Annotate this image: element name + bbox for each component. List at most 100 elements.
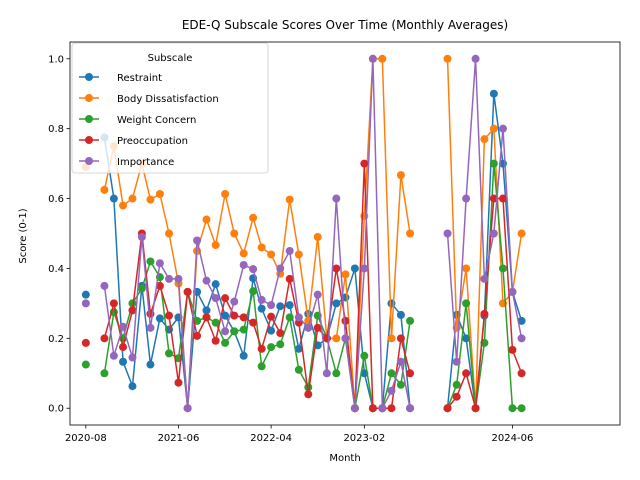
data-point (202, 215, 211, 224)
data-point (396, 171, 405, 180)
data-point (81, 290, 90, 299)
y-tick-label: 0.0 (48, 404, 64, 415)
data-point (239, 260, 248, 269)
data-point (322, 369, 331, 378)
data-point (387, 386, 396, 395)
data-point (155, 314, 164, 323)
series-line (103, 260, 411, 409)
data-point (183, 404, 192, 413)
data-point (396, 310, 405, 319)
data-point (257, 362, 266, 371)
data-point (332, 369, 341, 378)
data-point (221, 311, 230, 320)
data-point (174, 274, 183, 283)
data-point (146, 323, 155, 332)
data-point (517, 229, 526, 238)
data-point (517, 404, 526, 413)
x-tick-label: 2021-06 (158, 433, 200, 444)
data-point (128, 382, 137, 391)
data-point (313, 232, 322, 241)
legend-marker (85, 115, 93, 123)
data-point (313, 323, 322, 332)
data-point (378, 404, 387, 413)
data-point (360, 351, 369, 360)
data-point (276, 264, 285, 273)
legend-marker (85, 73, 93, 81)
x-axis: 2020-08 2021-06 2022-04 2023-02 2024-06 (65, 425, 533, 444)
data-point (165, 274, 174, 283)
x-tick-label: 2024-06 (492, 433, 534, 444)
data-point (396, 334, 405, 343)
data-point (285, 274, 294, 283)
legend-label: Preoccupation (117, 136, 188, 147)
data-point (257, 295, 266, 304)
data-point (498, 124, 507, 133)
data-point (221, 338, 230, 347)
data-point (239, 325, 248, 334)
series-layer (81, 54, 526, 413)
data-point (285, 301, 294, 310)
data-point (350, 264, 359, 273)
data-point (406, 369, 415, 378)
data-point (249, 213, 258, 222)
data-point (480, 274, 489, 283)
data-point (443, 54, 452, 63)
data-point (109, 194, 118, 203)
data-point (230, 297, 239, 306)
data-point (285, 246, 294, 255)
data-point (239, 313, 248, 322)
data-point (341, 334, 350, 343)
data-point (165, 311, 174, 320)
data-point (221, 327, 230, 336)
axes-frame (69, 41, 621, 426)
data-point (368, 404, 377, 413)
data-point (239, 249, 248, 258)
legend-marker (85, 136, 93, 144)
legend-label: Body Dissatisfaction (117, 94, 219, 105)
data-point (221, 190, 230, 199)
data-point (341, 316, 350, 325)
data-point (183, 287, 192, 296)
data-point (128, 353, 137, 362)
y-tick-label: 0.2 (48, 334, 64, 345)
x-tick-label: 2023-02 (343, 433, 385, 444)
data-point (146, 195, 155, 204)
data-point (350, 404, 359, 413)
data-point (276, 302, 285, 311)
data-point (257, 304, 266, 313)
data-point (128, 194, 137, 203)
data-point (508, 287, 517, 296)
data-point (508, 404, 517, 413)
data-point (360, 159, 369, 168)
data-point (294, 365, 303, 374)
data-point (462, 334, 471, 343)
data-point (480, 135, 489, 144)
data-point (81, 299, 90, 308)
data-point (294, 344, 303, 353)
y-tick-label: 1.0 (48, 54, 64, 65)
data-point (285, 313, 294, 322)
y-axis: 0.0 0.2 0.4 0.6 0.8 1.0 (48, 54, 70, 415)
data-point (452, 380, 461, 389)
data-point (249, 265, 258, 274)
data-point (267, 301, 276, 310)
data-point (341, 270, 350, 279)
data-point (332, 194, 341, 203)
data-point (257, 344, 266, 353)
data-point (239, 351, 248, 360)
legend-marker (85, 157, 93, 165)
data-point (230, 311, 239, 320)
legend-marker (85, 94, 93, 102)
data-point (211, 336, 220, 345)
data-point (137, 232, 146, 241)
data-point (211, 280, 220, 289)
data-point (276, 340, 285, 349)
data-point (128, 306, 137, 315)
data-point (146, 360, 155, 369)
data-point (462, 369, 471, 378)
data-point (443, 229, 452, 238)
data-point (276, 329, 285, 338)
data-point (211, 241, 220, 250)
data-point (387, 404, 396, 413)
